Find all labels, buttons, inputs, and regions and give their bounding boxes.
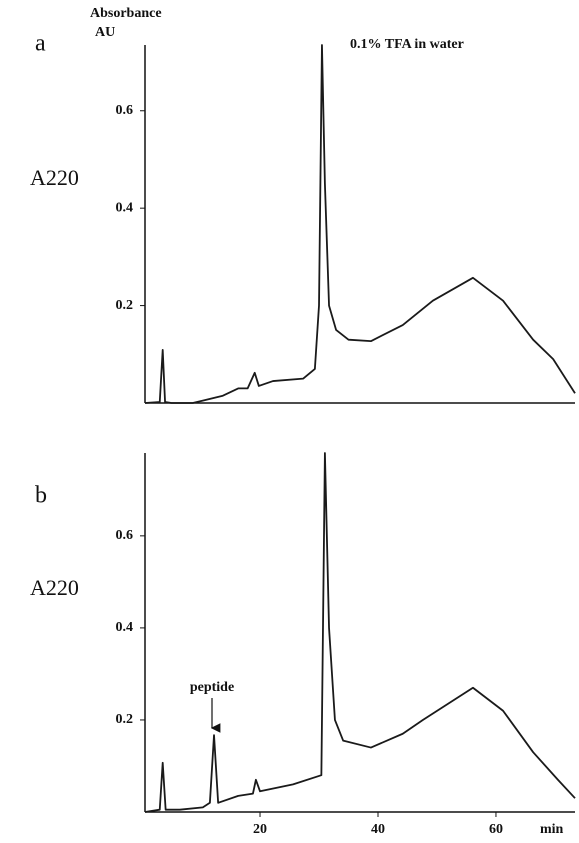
axis-unit: AU	[95, 25, 115, 40]
annotation: peptide	[190, 680, 234, 695]
x-tick-label: 20	[253, 822, 267, 837]
panel-label: b	[35, 483, 47, 509]
y-label: A220	[30, 575, 79, 600]
trace	[144, 452, 576, 813]
y-tick-label: 0.6	[116, 103, 134, 118]
panel-label: a	[35, 31, 46, 57]
y-label: A220	[30, 165, 79, 190]
trace	[144, 44, 576, 404]
annotation: 0.1% TFA in water	[350, 37, 464, 52]
y-tick-label: 0.4	[116, 200, 134, 215]
x-tick-label: 60	[489, 822, 503, 837]
y-tick-label: 0.2	[116, 298, 134, 313]
axis-title: Absorbance	[90, 6, 162, 21]
x-label: min	[540, 822, 564, 837]
y-tick-label: 0.6	[116, 528, 134, 543]
x-tick-label: 40	[371, 822, 385, 837]
y-tick-label: 0.2	[116, 712, 134, 727]
y-tick-label: 0.4	[116, 620, 134, 635]
